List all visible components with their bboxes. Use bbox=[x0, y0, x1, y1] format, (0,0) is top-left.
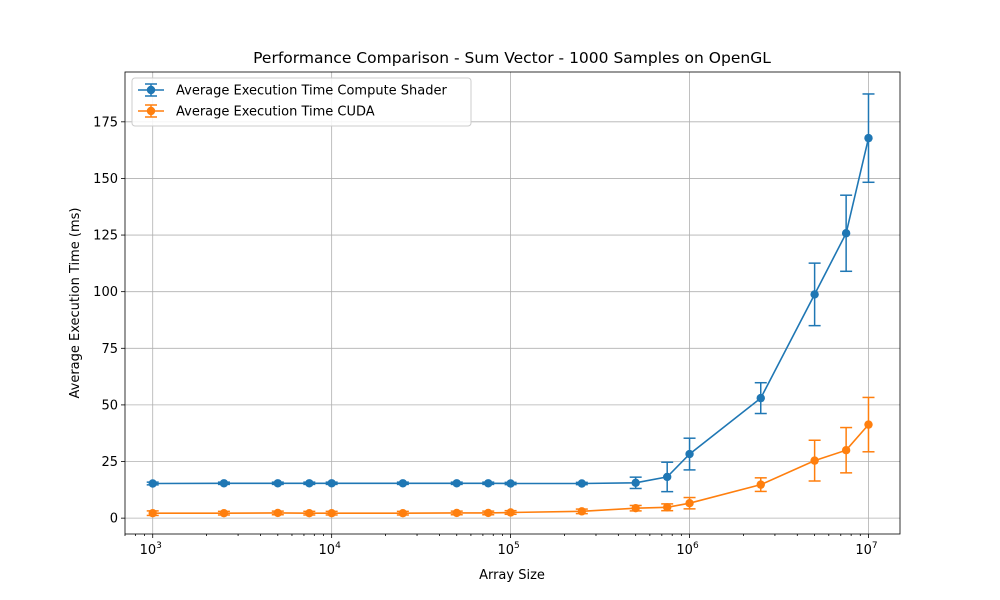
x-tick-label: 105 bbox=[497, 541, 519, 558]
data-point bbox=[327, 508, 336, 518]
x-axis-label: Array Size bbox=[479, 568, 545, 583]
data-point bbox=[685, 499, 694, 508]
legend-entry: Average Execution Time CUDA bbox=[138, 104, 375, 120]
data-point bbox=[219, 479, 229, 488]
data-point bbox=[577, 479, 587, 488]
plot-area bbox=[146, 93, 875, 518]
legend-entry: Average Execution Time Compute Shader bbox=[138, 83, 448, 99]
series-2 bbox=[146, 396, 875, 518]
y-tick-label: 50 bbox=[101, 398, 118, 413]
y-tick-label: 0 bbox=[110, 512, 118, 527]
data-point bbox=[864, 420, 873, 429]
x-tick-label: 106 bbox=[676, 541, 699, 558]
y-tick-label: 100 bbox=[93, 285, 118, 300]
data-point bbox=[577, 507, 587, 516]
data-point bbox=[662, 503, 672, 512]
data-point bbox=[305, 508, 314, 518]
data-point bbox=[273, 508, 282, 518]
axes-frame bbox=[124, 71, 901, 535]
data-point bbox=[452, 479, 461, 488]
data-point bbox=[864, 133, 873, 143]
data-point bbox=[484, 508, 493, 518]
data-point bbox=[452, 508, 461, 518]
data-point bbox=[219, 508, 229, 518]
data-point bbox=[685, 449, 694, 459]
data-point bbox=[506, 479, 515, 488]
data-point bbox=[273, 479, 282, 488]
data-point bbox=[631, 478, 640, 488]
data-point bbox=[506, 508, 515, 517]
data-point bbox=[148, 508, 157, 518]
data-point bbox=[756, 480, 765, 489]
data-point bbox=[398, 508, 408, 518]
data-point bbox=[810, 290, 819, 299]
data-point bbox=[810, 456, 819, 465]
data-point bbox=[484, 479, 493, 488]
data-point bbox=[631, 503, 640, 513]
x-tick-label: 103 bbox=[140, 541, 162, 558]
data-point bbox=[305, 479, 314, 488]
legend-label: Average Execution Time Compute Shader bbox=[176, 84, 448, 99]
x-tick-label: 107 bbox=[855, 541, 877, 558]
y-tick-label: 150 bbox=[93, 172, 118, 187]
y-tick-label: 175 bbox=[93, 115, 118, 130]
y-tick-label: 125 bbox=[93, 229, 118, 244]
chart-title: Performance Comparison - Sum Vector - 10… bbox=[253, 49, 771, 67]
data-point bbox=[662, 472, 672, 482]
data-point bbox=[756, 393, 765, 403]
legend-marker bbox=[146, 85, 156, 95]
series-1 bbox=[146, 93, 875, 493]
y-tick-label: 25 bbox=[101, 455, 118, 470]
legend-box bbox=[131, 77, 472, 127]
grid bbox=[125, 72, 900, 534]
data-point bbox=[327, 479, 336, 488]
data-point bbox=[841, 229, 851, 238]
x-axis: 103 104 105 106 107 bbox=[124, 534, 878, 558]
y-axis-label: Average Execution Time (ms) bbox=[68, 208, 83, 399]
legend: Average Execution Time Compute Shader Ave… bbox=[131, 77, 472, 127]
legend-marker bbox=[146, 106, 156, 116]
data-point bbox=[148, 479, 157, 488]
x-tick-label: 104 bbox=[319, 541, 342, 558]
legend-label: Average Execution Time CUDA bbox=[176, 105, 375, 120]
data-point bbox=[841, 446, 851, 455]
y-tick-label: 75 bbox=[101, 342, 118, 357]
y-axis: 0 25 50 75 100 125 150 175 bbox=[93, 115, 125, 527]
data-point bbox=[398, 479, 408, 488]
